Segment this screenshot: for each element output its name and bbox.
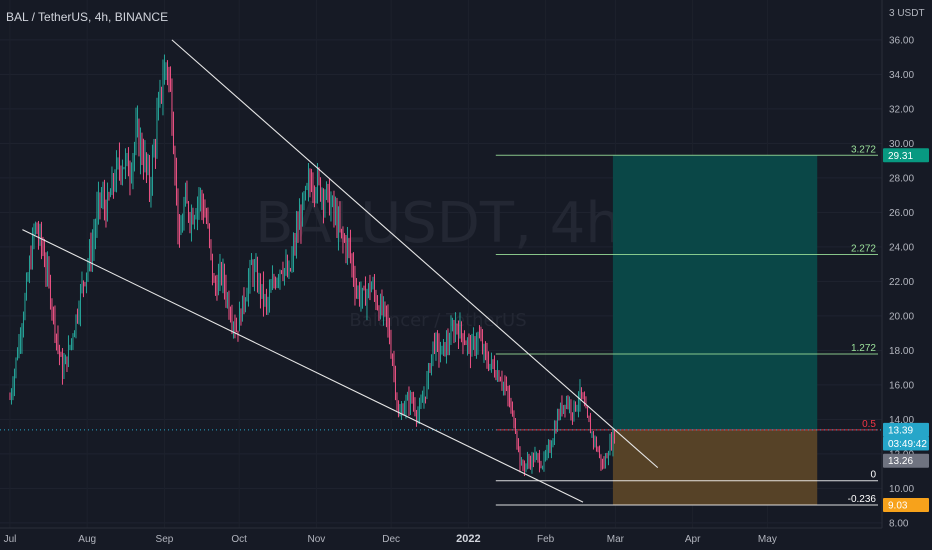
- watermark-title: BALUSDT, 4h: [255, 191, 621, 256]
- candlestick-series: [9, 54, 615, 477]
- price-tag: [883, 498, 929, 513]
- time-tick-label: Feb: [537, 534, 555, 545]
- price-tick-label: 20.00: [889, 311, 914, 322]
- time-tick-label: Apr: [685, 534, 701, 545]
- price-tag-label: 29.31: [888, 151, 913, 162]
- price-tag-label: 13.39: [888, 425, 913, 436]
- upper-trendline: [171, 39, 659, 469]
- time-axis[interactable]: Jul Aug Sep Oct Nov Dec 2022 Feb Mar Apr May: [4, 533, 777, 545]
- fib-level-label: 0: [870, 470, 876, 481]
- price-tag: [883, 436, 929, 451]
- fibonacci-levels[interactable]: 3.272 2.272 1.272 0.5 0 -0.236: [0, 144, 882, 506]
- price-tag: [883, 148, 929, 163]
- price-tick-label: 34.00: [889, 70, 914, 81]
- stop-loss-zone: [612, 429, 818, 506]
- time-tick-label: 2022: [456, 533, 480, 545]
- price-tag-label: 03:49:42: [888, 439, 927, 450]
- price-tick-label: 14.00: [889, 415, 914, 426]
- price-tick-label: 36.00: [889, 35, 914, 46]
- price-tick-label: 28.00: [889, 173, 914, 184]
- price-tick-label: 10.00: [889, 484, 914, 495]
- price-axis[interactable]: 8.0010.0012.0014.0016.0018.0020.0022.002…: [889, 35, 914, 529]
- currency-label: 3 USDT: [889, 8, 925, 19]
- price-tick-label: 22.00: [889, 277, 914, 288]
- price-tick-label: 26.00: [889, 208, 914, 219]
- watermark-subtitle: Balancer / TetherUS: [349, 310, 526, 331]
- chart-title: BAL / TetherUS, 4h, BINANCE: [6, 10, 169, 24]
- fib-level-label: 0.5: [862, 419, 876, 430]
- time-tick-label: Aug: [78, 534, 96, 545]
- fib-level-label: 3.272: [851, 144, 876, 155]
- time-tick-label: Sep: [156, 534, 174, 545]
- time-tick-label: Mar: [607, 534, 625, 545]
- lower-trendline: [22, 229, 584, 503]
- price-tag: [883, 453, 929, 468]
- profit-zone: [612, 155, 818, 430]
- time-tick-label: May: [758, 534, 777, 545]
- channel-trendlines[interactable]: [22, 39, 659, 503]
- price-tag: [883, 422, 929, 437]
- time-tick-label: Jul: [4, 534, 17, 545]
- price-tick-label: 30.00: [889, 139, 914, 150]
- price-tick-label: 24.00: [889, 242, 914, 253]
- time-tick-label: Oct: [231, 534, 247, 545]
- price-tick-label: 32.00: [889, 104, 914, 115]
- price-tick-label: 16.00: [889, 380, 914, 391]
- fib-level-label: -0.236: [848, 494, 877, 505]
- price-tags: 29.31 13.39 03:49:42 13.26 9.03: [883, 148, 929, 513]
- price-tick-label: 18.00: [889, 346, 914, 357]
- fib-level-label: 1.272: [851, 343, 876, 354]
- time-tick-label: Dec: [382, 534, 400, 545]
- price-tag-label: 9.03: [888, 501, 908, 512]
- fib-level-label: 2.272: [851, 243, 876, 254]
- long-position-box[interactable]: [612, 155, 818, 506]
- price-tag-label: 13.26: [888, 456, 913, 467]
- time-tick-label: Nov: [308, 534, 326, 545]
- price-tick-label: 8.00: [889, 518, 909, 529]
